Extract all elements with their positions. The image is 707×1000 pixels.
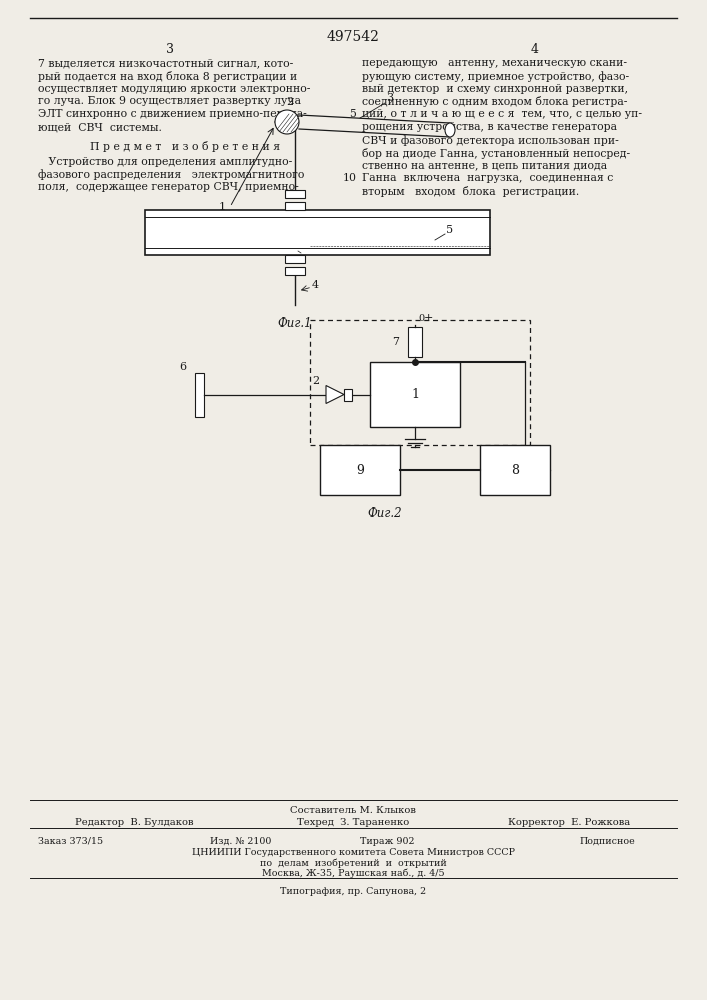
Text: ЦНИИПИ Государственного комитета Совета Министров СССР: ЦНИИПИ Государственного комитета Совета … [192,848,515,857]
Polygon shape [326,385,344,403]
Circle shape [275,110,299,134]
Text: 4: 4 [312,280,319,290]
Text: Ганна  включена  нагрузка,  соединенная с: Ганна включена нагрузка, соединенная с [362,173,613,183]
Text: по  делам  изобретений  и  открытий: по делам изобретений и открытий [259,858,446,867]
Bar [370,362,460,427]
Text: 3: 3 [387,93,394,103]
Text: фазового распределения   электромагнитного: фазового распределения электромагнитного [38,169,305,180]
Text: 4: 4 [531,43,539,56]
Text: Фиг.1: Фиг.1 [278,317,312,330]
Bar [320,445,400,495]
Text: 2: 2 [312,375,320,385]
Text: бор на диоде Ганна, установленный непосред-: бор на диоде Ганна, установленный непоср… [362,148,630,159]
Text: соединенную с одним входом блока регистра-: соединенную с одним входом блока регистр… [362,96,627,107]
Text: 0: 0 [418,314,424,323]
Text: 10: 10 [343,173,357,183]
Bar [285,190,305,198]
Bar [285,255,305,263]
Text: 8: 8 [511,464,519,477]
Text: ственно на антенне, в цепь питания диода: ственно на антенне, в цепь питания диода [362,160,607,170]
Text: Изд. № 2100: Изд. № 2100 [210,837,271,846]
Text: передающую   антенну, механическую скани-: передающую антенну, механическую скани- [362,58,627,68]
Text: +: + [424,313,433,323]
Text: 6: 6 [180,362,187,372]
Bar [480,445,550,495]
Text: ций, о т л и ч а ю щ е е с я  тем, что, с целью уп-: ций, о т л и ч а ю щ е е с я тем, что, с… [362,109,642,119]
Text: 2: 2 [286,97,293,107]
Text: осуществляет модуляцию яркости электронно-: осуществляет модуляцию яркости электронн… [38,84,310,94]
Text: П р е д м е т   и з о б р е т е н и я: П р е д м е т и з о б р е т е н и я [90,141,280,152]
Text: 9: 9 [356,464,364,477]
Text: Типография, пр. Сапунова, 2: Типография, пр. Сапунова, 2 [280,887,426,896]
Text: Заказ 373/15: Заказ 373/15 [38,837,103,846]
Bar [195,372,204,416]
Text: СВЧ и фазового детектора использован при-: СВЧ и фазового детектора использован при… [362,135,619,146]
Text: рый подается на вход блока 8 регистрации и: рый подается на вход блока 8 регистрации… [38,71,297,82]
Text: поля,  содержащее генератор СВЧ, приемно-: поля, содержащее генератор СВЧ, приемно- [38,182,299,192]
Text: 5: 5 [349,109,356,119]
Text: 3: 3 [166,43,174,56]
Text: Тираж 902: Тираж 902 [360,837,414,846]
Text: 5: 5 [446,225,454,235]
Text: Подписное: Подписное [579,837,635,846]
Text: 1: 1 [411,388,419,401]
Text: рощения устройства, в качестве генератора: рощения устройства, в качестве генератор… [362,122,617,132]
Ellipse shape [445,123,455,137]
Text: Корректор  Е. Рожкова: Корректор Е. Рожкова [508,818,630,827]
Text: 497542: 497542 [327,30,380,44]
Text: ющей  СВЧ  системы.: ющей СВЧ системы. [38,122,162,132]
Text: рующую систему, приемное устройство, фазо-: рующую систему, приемное устройство, фаз… [362,71,629,82]
Text: вый детектор  и схему синхронной развертки,: вый детектор и схему синхронной развертк… [362,84,628,94]
Text: Устройство для определения амплитудно-: Устройство для определения амплитудно- [38,157,292,167]
Bar [344,388,352,400]
Text: 7 выделяется низкочастотный сигнал, кото-: 7 выделяется низкочастотный сигнал, кото… [38,58,293,68]
Text: Фиг.2: Фиг.2 [368,507,402,520]
Text: Москва, Ж-35, Раушская наб., д. 4/5: Москва, Ж-35, Раушская наб., д. 4/5 [262,868,444,878]
Bar [408,327,422,357]
Text: 1: 1 [218,202,226,212]
Text: Техред  З. Тараненко: Техред З. Тараненко [297,818,409,827]
Bar [145,210,490,255]
Bar [285,267,305,275]
Text: Составитель М. Клыков: Составитель М. Клыков [290,806,416,815]
Text: ЭЛТ синхронно с движением приемно-переда-: ЭЛТ синхронно с движением приемно-переда… [38,109,307,119]
Text: го луча. Блок 9 осуществляет развертку луча: го луча. Блок 9 осуществляет развертку л… [38,96,301,106]
Bar [285,202,305,210]
Text: вторым   входом  блока  регистрации.: вторым входом блока регистрации. [362,186,579,197]
Text: Редактор  В. Булдаков: Редактор В. Булдаков [75,818,194,827]
Text: 7: 7 [392,337,399,347]
Bar [310,320,530,445]
